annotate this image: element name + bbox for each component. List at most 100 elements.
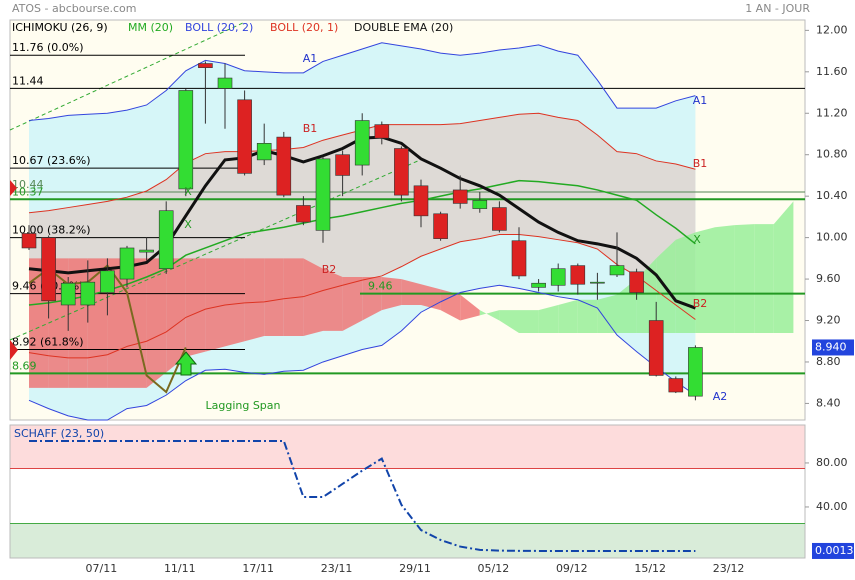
level-label: 11.76 (0.0%) xyxy=(12,41,84,54)
annotation: B2 xyxy=(693,297,708,310)
ichimoku-cloud xyxy=(499,310,519,333)
ichimoku-cloud xyxy=(460,294,480,321)
annotation: A1 xyxy=(303,52,318,65)
x-tick-label: 05/12 xyxy=(478,562,510,575)
x-tick-label: 07/11 xyxy=(86,562,118,575)
ichimoku-cloud xyxy=(754,224,774,333)
y-tick-label: 8.40 xyxy=(816,396,841,409)
candle-body xyxy=(80,281,96,306)
last-value-label: 0.0013 xyxy=(815,544,854,557)
legend-item: BOLL (20, 2) xyxy=(185,21,253,34)
candle-body xyxy=(237,99,252,174)
y-tick-label: 9.60 xyxy=(816,272,841,285)
level-label: 8.92 (61.8%) xyxy=(12,336,84,349)
candle-body xyxy=(41,237,56,302)
x-tick-label: 09/12 xyxy=(556,562,588,575)
candle-body xyxy=(198,63,213,68)
last-price-box xyxy=(812,339,854,356)
y-tick-label: 10.80 xyxy=(816,148,848,161)
ichimoku-cloud xyxy=(715,225,735,333)
ichimoku-cloud xyxy=(773,201,794,333)
level-label: 8.69 xyxy=(12,359,37,372)
arrow-icon xyxy=(174,351,198,376)
last-price-label: 8.940 xyxy=(815,340,847,353)
ichimoku-cloud xyxy=(303,258,323,337)
level-label: 10.44 xyxy=(12,178,44,191)
candle-body xyxy=(315,158,331,231)
x-tick-label: 23/11 xyxy=(321,562,353,575)
candle-body xyxy=(413,185,429,217)
y-tick-label: 10.00 xyxy=(816,231,848,244)
annotation: B2 xyxy=(322,263,337,276)
candle-body xyxy=(100,270,115,293)
x-tick-label: 17/11 xyxy=(242,562,274,575)
trend-line xyxy=(9,21,246,131)
panel-title: SCHAFF (23, 50) xyxy=(14,427,104,440)
annotation: A1 xyxy=(693,94,708,107)
candle-body xyxy=(60,282,76,306)
level-label: 9.46 xyxy=(368,280,393,293)
candle-body xyxy=(276,136,292,196)
candle-body xyxy=(256,143,272,161)
candle-body xyxy=(688,347,703,397)
bollinger-2-line xyxy=(28,42,696,122)
y-tick-label: 10.40 xyxy=(816,189,848,202)
x-tick-label: 11/11 xyxy=(164,562,196,575)
ichimoku-cloud xyxy=(185,258,206,357)
annotation: B1 xyxy=(693,157,708,170)
candle-body xyxy=(550,268,566,286)
ichimoku-cloud xyxy=(362,276,382,321)
lower-zone xyxy=(10,523,805,558)
candle-body xyxy=(217,77,233,89)
ichimoku-cloud xyxy=(264,258,284,337)
bollinger-2-line xyxy=(28,284,696,421)
ichimoku-cloud xyxy=(558,299,578,333)
legend-item: DOUBLE EMA (20) xyxy=(354,21,453,34)
candle-body xyxy=(335,154,350,176)
ichimoku-cloud xyxy=(68,258,88,388)
ichimoku-cloud xyxy=(146,258,167,388)
candle-body xyxy=(178,90,194,190)
ichimoku-cloud xyxy=(244,258,265,342)
x-tick-label: 15/12 xyxy=(634,562,666,575)
y-tick-label: 80.00 xyxy=(816,456,848,469)
legend-item: ICHIMOKU (26, 9) xyxy=(12,21,108,34)
candle-body xyxy=(629,271,644,293)
ichimoku-cloud xyxy=(225,258,245,347)
candle-body xyxy=(394,148,409,196)
candle-body xyxy=(374,124,390,139)
flag-icon xyxy=(10,340,18,360)
period: 1 AN - JOUR xyxy=(745,2,810,15)
candle-body xyxy=(354,120,370,166)
ichimoku-cloud xyxy=(283,258,304,337)
candle-body xyxy=(433,213,448,239)
annotation: Lagging Span xyxy=(205,399,280,412)
candle-body xyxy=(590,281,605,284)
y-tick-label: 8.80 xyxy=(816,355,841,368)
ichimoku-cloud xyxy=(205,258,225,352)
last-value-box xyxy=(812,542,854,559)
candle-body xyxy=(511,240,527,277)
candle-body xyxy=(570,265,586,285)
candle-body xyxy=(492,207,507,231)
candle-body xyxy=(472,200,488,209)
y-tick-label: 11.20 xyxy=(816,106,848,119)
annotation: X xyxy=(693,233,701,246)
flag-icon xyxy=(10,180,17,196)
candle-body xyxy=(21,233,37,249)
ichimoku-cloud xyxy=(166,258,186,373)
bollinger-1-line xyxy=(28,234,696,359)
ichimoku-cloud xyxy=(695,227,715,333)
moving-average xyxy=(28,179,696,306)
ichimoku-cloud xyxy=(342,276,363,331)
level-label: 10.37 xyxy=(12,185,44,198)
ichimoku-cloud xyxy=(421,284,441,311)
candle-body xyxy=(296,205,311,223)
ichimoku-cloud xyxy=(577,299,598,333)
annotation: X xyxy=(184,218,192,231)
candle-body xyxy=(609,265,625,276)
candle-body xyxy=(158,210,174,270)
y-tick-label: 11.60 xyxy=(816,65,848,78)
